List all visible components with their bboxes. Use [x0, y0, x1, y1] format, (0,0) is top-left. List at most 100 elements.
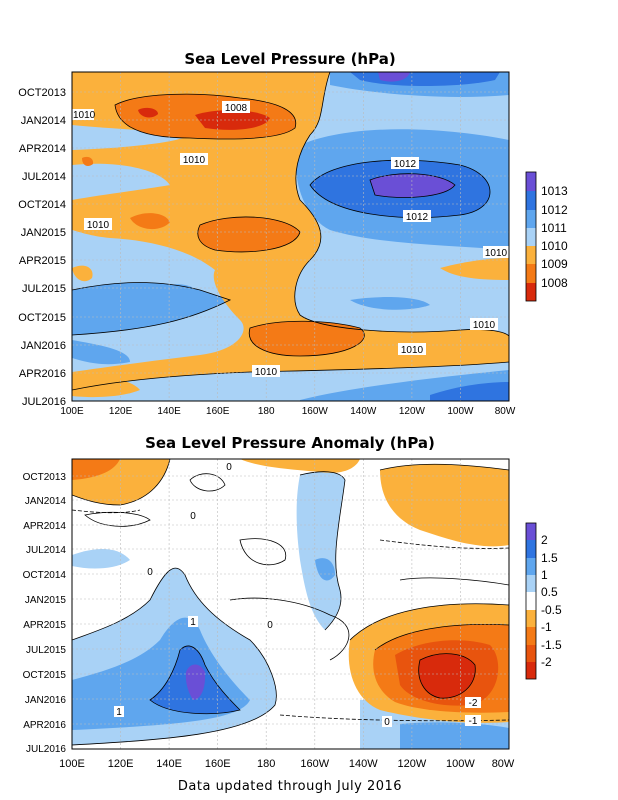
slp-anomaly-contour-label: 0 [145, 566, 155, 578]
slp-anomaly-x-tick-label: 140E [156, 758, 182, 770]
slp-anomaly-contour-label: -2 [465, 697, 481, 709]
slp-anomaly-x-tick-label: 80W [492, 758, 515, 770]
slp-anomaly-colorbar-swatch [526, 523, 536, 540]
slp-anomaly-title: Sea Level Pressure Anomaly (hPa) [145, 434, 435, 452]
slp-anomaly-colorbar-swatch [526, 610, 536, 627]
svg-text:0: 0 [147, 567, 153, 578]
slp-y-tick-label: APR2015 [19, 255, 66, 267]
slp-y-tick-label: JUL2016 [22, 396, 66, 408]
slp-frame [71, 71, 510, 402]
slp-anomaly-x-ticks: 100E 120E 140E 160E 180 160W 140W 120W 1… [59, 758, 515, 770]
slp-x-tick-label: 140W [350, 406, 377, 417]
slp-contour-label: 1010 [483, 246, 509, 259]
slp-x-tick-label: 120W [399, 406, 426, 417]
slp-anomaly-contour-label: 0 [265, 619, 275, 631]
slp-anomaly-colorbar-swatch [526, 575, 536, 592]
slp-anomaly-x-tick-label: 100E [59, 758, 85, 770]
svg-text:1010: 1010 [473, 320, 496, 331]
slp-y-tick-label: JAN2015 [21, 227, 66, 239]
slp-colorbar-swatch [526, 283, 536, 301]
svg-text:1010: 1010 [401, 345, 424, 356]
svg-text:0: 0 [267, 620, 273, 631]
svg-text:1010: 1010 [87, 220, 110, 231]
slp-contour-label: 1010 [72, 109, 96, 121]
slp-anomaly-contour-label: 0 [224, 461, 234, 473]
slp-colorbar-swatch [526, 191, 536, 210]
slp-anomaly-y-tick-label: APR2014 [23, 521, 66, 532]
slp-anomaly-gridlines [72, 459, 509, 749]
slp-anomaly-colorbar-label: -0.5 [541, 603, 562, 617]
svg-text:1008: 1008 [225, 103, 248, 114]
slp-anomaly-y-tick-label: APR2015 [23, 620, 66, 631]
svg-text:1010: 1010 [255, 367, 278, 378]
slp-anomaly-x-tick-label: 140W [349, 758, 378, 770]
slp-anomaly-contour-labels: 0 0 0 1 0 1 -2 -1 0 [114, 461, 481, 728]
svg-text:-2: -2 [469, 698, 478, 709]
slp-anomaly-contour-label: 1 [114, 706, 124, 718]
slp-y-tick-label: OCT2014 [18, 199, 66, 211]
slp-colorbar-label: 1010 [541, 239, 568, 253]
slp-anomaly-contour-label: 0 [382, 716, 392, 728]
slp-title: Sea Level Pressure (hPa) [184, 50, 395, 68]
slp-x-ticks: 100E 120E 140E 160E 180 160W 140W 120W 1… [60, 406, 516, 417]
slp-colorbar-swatch [526, 172, 536, 191]
slp-anomaly-x-tick-label: 120E [108, 758, 134, 770]
svg-text:1010: 1010 [73, 110, 96, 121]
slp-colorbar-swatch [526, 264, 536, 283]
svg-text:0: 0 [384, 717, 390, 728]
slp-anomaly-y-tick-label: JAN2014 [25, 496, 67, 507]
slp-anomaly-colorbar-swatch [526, 592, 536, 610]
slp-y-tick-label: JUL2015 [22, 283, 66, 295]
svg-text:1: 1 [190, 617, 196, 628]
slp-x-tick-label: 140E [157, 406, 181, 417]
slp-anomaly-x-tick-label: 180 [257, 758, 275, 770]
slp-anomaly-colorbar: 2 1.5 1 0.5 -0.5 -1 -1.5 -2 [525, 522, 562, 680]
svg-text:-1: -1 [469, 716, 478, 727]
slp-anomaly-colorbar-label: 1 [541, 568, 548, 582]
slp-contour-label: 1012 [391, 157, 419, 170]
slp-anomaly-contour-label: 1 [188, 616, 198, 628]
slp-anomaly-colorbar-swatch [526, 558, 536, 575]
slp-anomaly-y-ticks: OCT2013 JAN2014 APR2014 JUL2014 OCT2014 … [23, 472, 67, 755]
slp-contour-label: 1010 [84, 218, 112, 231]
slp-y-tick-label: JUL2014 [22, 171, 66, 183]
slp-x-tick-label: 120E [109, 406, 133, 417]
svg-text:0: 0 [190, 511, 196, 522]
slp-y-tick-label: JAN2016 [21, 340, 66, 352]
slp-anomaly-y-tick-label: OCT2015 [23, 670, 67, 681]
slp-anomaly-y-tick-label: JAN2016 [25, 695, 67, 706]
slp-anomaly-colorbar-swatch [526, 645, 536, 662]
slp-y-tick-label: OCT2015 [18, 312, 66, 324]
slp-colorbar-swatch [526, 228, 536, 246]
slp-anomaly-colorbar-label: 2 [541, 533, 548, 547]
slp-anomaly-colorbar-label: 0.5 [541, 585, 558, 599]
slp-anomaly-colorbar-swatch [526, 627, 536, 645]
slp-x-tick-label: 160E [206, 406, 230, 417]
slp-anomaly-x-tick-label: 160W [300, 758, 329, 770]
slp-colorbar: 1013 1012 1011 1010 1009 1008 [525, 171, 568, 302]
slp-contour-labels: 1010 1008 1010 1012 1012 1010 1010 1010 … [72, 101, 509, 378]
footer-note: Data updated through July 2016 [178, 779, 402, 794]
slp-x-tick-label: 160W [302, 406, 329, 417]
slp-panel: Sea Level Pressure (hPa) [18, 50, 568, 417]
svg-text:1012: 1012 [394, 159, 417, 170]
slp-colorbar-label: 1009 [541, 257, 568, 271]
slp-y-tick-label: APR2016 [19, 368, 66, 380]
slp-anomaly-y-tick-label: JUL2015 [26, 645, 66, 656]
svg-text:1012: 1012 [406, 212, 429, 223]
slp-y-tick-label: OCT2013 [18, 87, 66, 99]
slp-gridlines [72, 72, 509, 401]
slp-colorbar-swatch [526, 246, 536, 264]
slp-anomaly-y-tick-label: OCT2013 [23, 472, 67, 483]
slp-anomaly-contour-label: -1 [465, 715, 481, 727]
slp-contour-label: 1010 [470, 318, 498, 331]
slp-anomaly-y-tick-label: OCT2014 [23, 570, 67, 581]
svg-text:1: 1 [116, 707, 122, 718]
slp-anomaly-colorbar-label: 1.5 [541, 551, 558, 565]
slp-x-tick-label: 100W [447, 406, 474, 417]
slp-x-tick-label: 100E [60, 406, 84, 417]
slp-anomaly-y-tick-label: JUL2014 [26, 545, 66, 556]
slp-contour-label: 1012 [403, 210, 431, 223]
slp-contour-label: 1010 [398, 343, 426, 356]
